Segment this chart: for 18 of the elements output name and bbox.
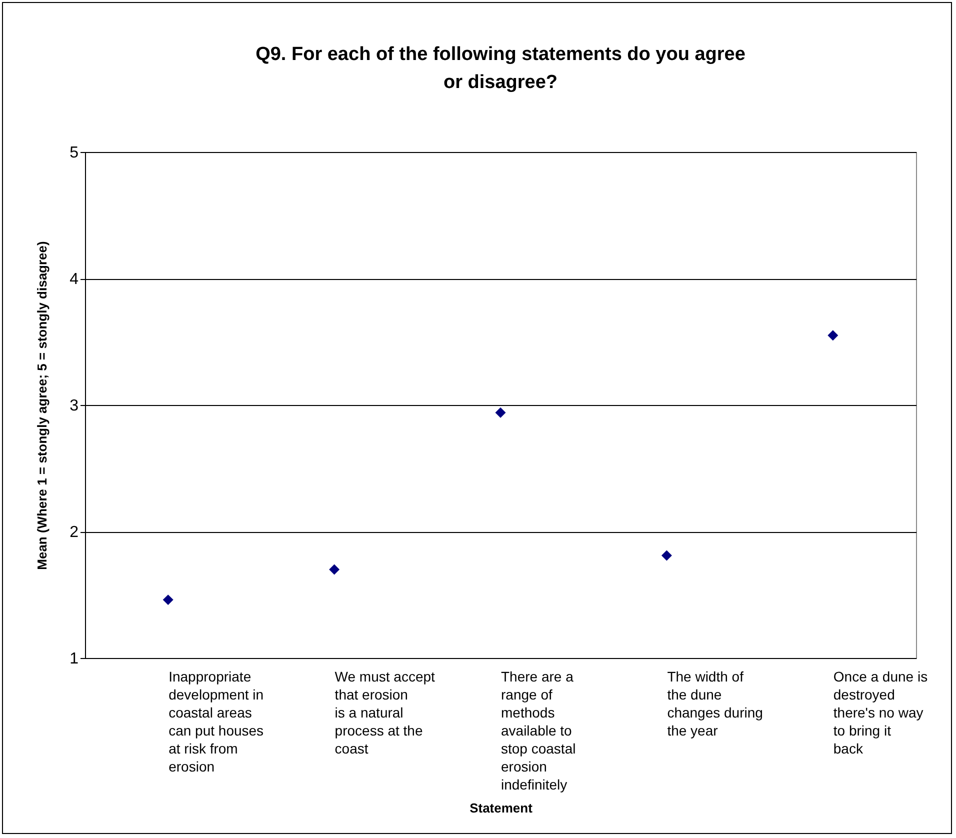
point (162, 594, 174, 606)
x-tick-label: Once a dune is destroyed there's no way to bring it back (833, 668, 928, 756)
y-tick-label: 2 (70, 524, 79, 541)
x-tick-label: There are a range of methods available to stop coastal erosion indefinitely (501, 668, 576, 792)
y-tick-label: 3 (70, 398, 79, 414)
point (495, 407, 506, 418)
y-tick-label: 4 (70, 271, 79, 288)
y-axis-title: Mean (Where 1 = stongly agree; 5 = stongly disagree) (34, 241, 50, 570)
x-tick-label: We must accept that erosion is a natural process at the coast (334, 668, 436, 756)
point (661, 550, 672, 561)
point (828, 330, 838, 341)
x-axis-title: Statement (470, 800, 534, 816)
point (329, 564, 340, 575)
x-tick-label: The width of the dune changes during the year (667, 668, 763, 738)
y-tick-label: 5 (70, 144, 79, 162)
x-tick-label: Inappropriate development in coastal areas can put houses at risk from erosion (168, 668, 264, 774)
chart-title: Q9. For each of the following statements do you agree or disagree? (256, 44, 746, 93)
y-tick-label: 1 (70, 650, 79, 668)
